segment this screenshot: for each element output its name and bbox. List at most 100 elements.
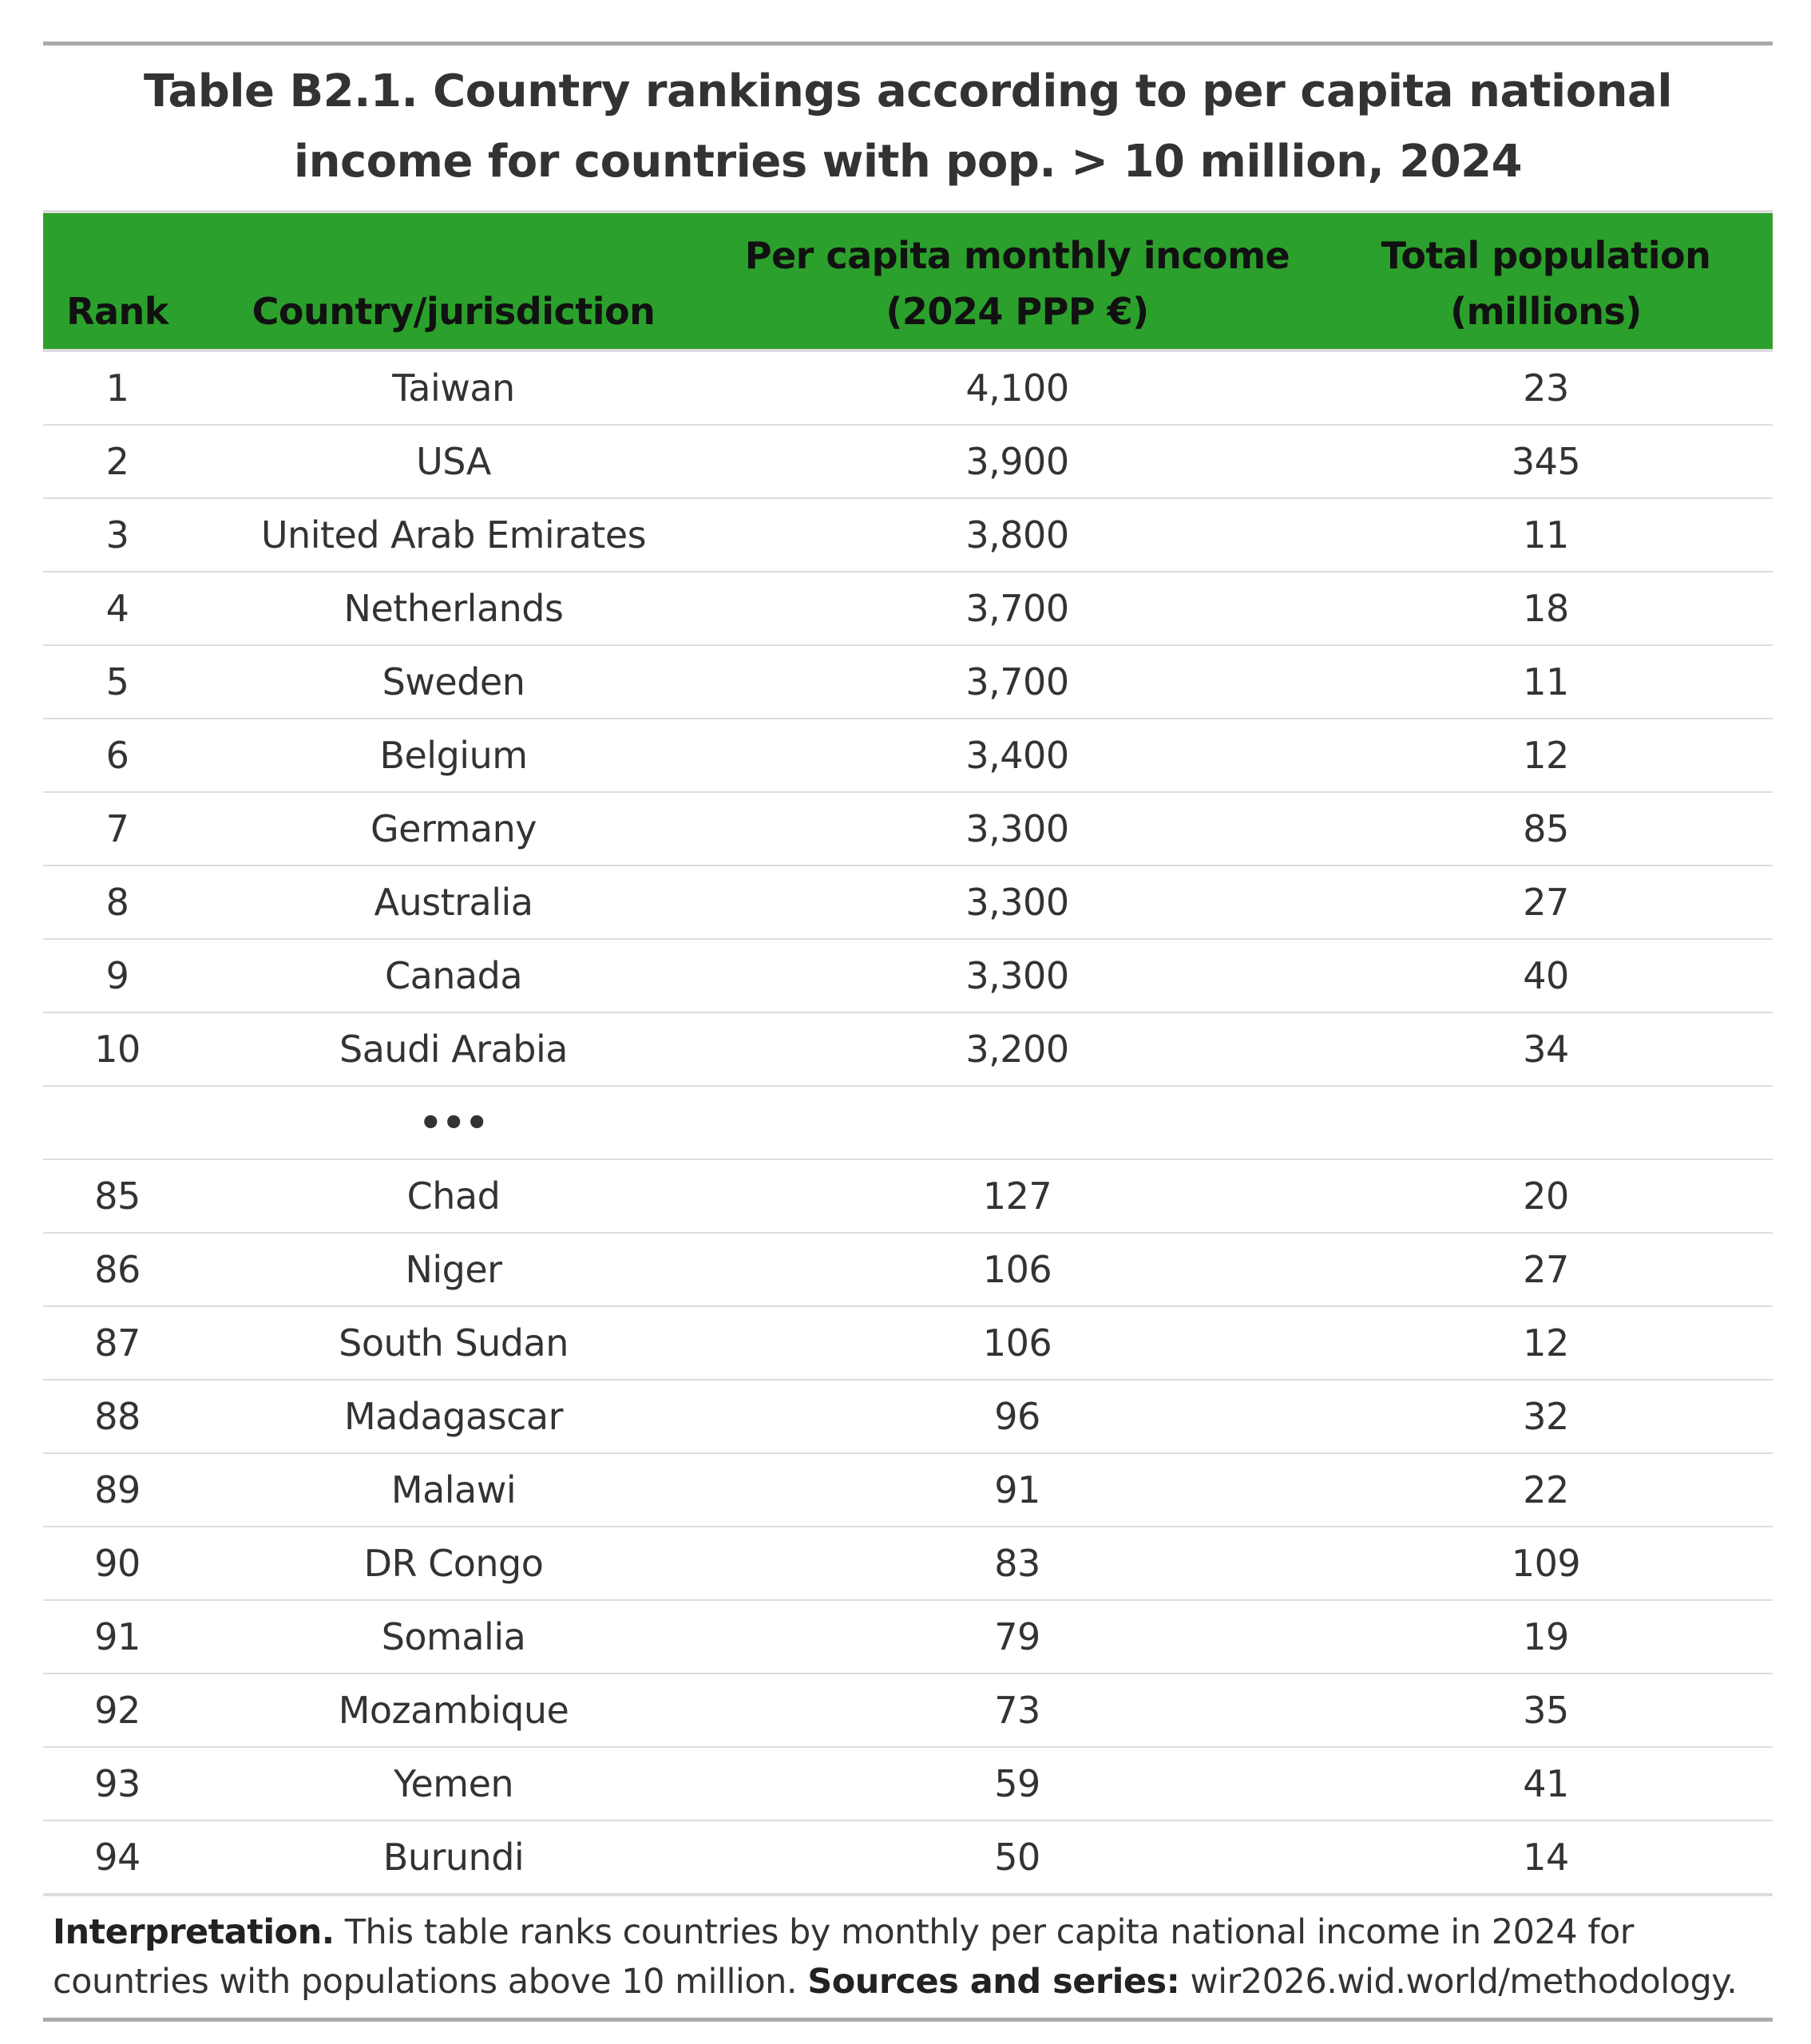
header-population: Total population (millions) bbox=[1319, 212, 1773, 351]
title-line-1: Table B2.1. Country rankings according t… bbox=[143, 65, 1673, 117]
cell-empty bbox=[715, 1086, 1319, 1160]
cell-rank: 88 bbox=[43, 1380, 192, 1454]
cell-rank: 90 bbox=[43, 1527, 192, 1601]
cell-population: 22 bbox=[1319, 1453, 1773, 1527]
cell-empty bbox=[43, 1086, 192, 1160]
cell-rank: 4 bbox=[43, 572, 192, 646]
cell-country: Australia bbox=[192, 866, 715, 940]
cell-income: 73 bbox=[715, 1674, 1319, 1748]
table-row: 3 United Arab Emirates 3,800 11 bbox=[43, 498, 1773, 572]
table-row: 86 Niger 106 27 bbox=[43, 1233, 1773, 1307]
table-row: 94 Burundi 50 14 bbox=[43, 1820, 1773, 1896]
cell-country: Sweden bbox=[192, 645, 715, 719]
cell-population: 18 bbox=[1319, 572, 1773, 646]
cell-country: Saudi Arabia bbox=[192, 1012, 715, 1087]
table-row: 90 DR Congo 83 109 bbox=[43, 1527, 1773, 1601]
cell-income: 59 bbox=[715, 1747, 1319, 1821]
cell-income: 3,300 bbox=[715, 939, 1319, 1013]
title-line-2: income for countries with pop. > 10 mill… bbox=[293, 136, 1523, 188]
table-row: 93 Yemen 59 41 bbox=[43, 1747, 1773, 1821]
bottom-rule bbox=[43, 2018, 1773, 2022]
cell-population: 12 bbox=[1319, 719, 1773, 793]
table-row: 1 Taiwan 4,100 23 bbox=[43, 351, 1773, 426]
header-country: Country/jurisdiction bbox=[252, 290, 656, 333]
table-row: 4 Netherlands 3,700 18 bbox=[43, 572, 1773, 646]
cell-income: 96 bbox=[715, 1380, 1319, 1454]
table-row: 5 Sweden 3,700 11 bbox=[43, 645, 1773, 719]
table-row: 8 Australia 3,300 27 bbox=[43, 866, 1773, 940]
cell-country: Taiwan bbox=[192, 351, 715, 426]
cell-country: Canada bbox=[192, 939, 715, 1013]
table-row: 7 Germany 3,300 85 bbox=[43, 792, 1773, 866]
cell-country: USA bbox=[192, 425, 715, 499]
sources-text: wir2026.wid.world/methodology. bbox=[1179, 1962, 1738, 2002]
cell-country: Mozambique bbox=[192, 1674, 715, 1748]
sources-label: Sources and series: bbox=[807, 1962, 1180, 2002]
cell-country: Yemen bbox=[192, 1747, 715, 1821]
cell-population: 32 bbox=[1319, 1380, 1773, 1454]
ellipsis-row: ••• bbox=[43, 1086, 1773, 1160]
cell-income: 3,200 bbox=[715, 1012, 1319, 1087]
cell-rank: 89 bbox=[43, 1453, 192, 1527]
cell-population: 27 bbox=[1319, 1233, 1773, 1307]
header-income-line-2: (2024 PPP €) bbox=[886, 290, 1149, 333]
cell-rank: 6 bbox=[43, 719, 192, 793]
table-row: 10 Saudi Arabia 3,200 34 bbox=[43, 1012, 1773, 1087]
cell-rank: 1 bbox=[43, 351, 192, 426]
cell-income: 3,800 bbox=[715, 498, 1319, 572]
cell-country: Madagascar bbox=[192, 1380, 715, 1454]
table-row: 6 Belgium 3,400 12 bbox=[43, 719, 1773, 793]
cell-country: United Arab Emirates bbox=[192, 498, 715, 572]
cell-rank: 2 bbox=[43, 425, 192, 499]
table-row: 91 Somalia 79 19 bbox=[43, 1600, 1773, 1674]
interpretation-text: This table ranks countries by monthly pe… bbox=[53, 1912, 1634, 2002]
table-row: 92 Mozambique 73 35 bbox=[43, 1674, 1773, 1748]
header-income-line-1: Per capita monthly income bbox=[744, 234, 1290, 277]
cell-rank: 92 bbox=[43, 1674, 192, 1748]
cell-income: 3,900 bbox=[715, 425, 1319, 499]
cell-population: 27 bbox=[1319, 866, 1773, 940]
header-income: Per capita monthly income (2024 PPP €) bbox=[715, 212, 1319, 351]
table-header: Rank Country/jurisdiction Per capita mon… bbox=[43, 212, 1773, 351]
cell-country: Chad bbox=[192, 1159, 715, 1234]
header-row: Rank Country/jurisdiction Per capita mon… bbox=[43, 212, 1773, 351]
cell-population: 35 bbox=[1319, 1674, 1773, 1748]
cell-country: Netherlands bbox=[192, 572, 715, 646]
interpretation-label: Interpretation. bbox=[53, 1912, 335, 1952]
header-population-line-1: Total population bbox=[1381, 234, 1711, 277]
cell-population: 12 bbox=[1319, 1306, 1773, 1380]
cell-country: Somalia bbox=[192, 1600, 715, 1674]
cell-income: 106 bbox=[715, 1233, 1319, 1307]
table-row: 2 USA 3,900 345 bbox=[43, 425, 1773, 499]
cell-population: 34 bbox=[1319, 1012, 1773, 1087]
cell-income: 3,300 bbox=[715, 866, 1319, 940]
cell-population: 109 bbox=[1319, 1527, 1773, 1601]
cell-rank: 94 bbox=[43, 1820, 192, 1896]
cell-country: Malawi bbox=[192, 1453, 715, 1527]
table-title: Table B2.1. Country rankings according t… bbox=[43, 46, 1773, 210]
cell-population: 85 bbox=[1319, 792, 1773, 866]
cell-rank: 93 bbox=[43, 1747, 192, 1821]
cell-population: 345 bbox=[1319, 425, 1773, 499]
cell-country: Germany bbox=[192, 792, 715, 866]
cell-rank: 9 bbox=[43, 939, 192, 1013]
table-row: 89 Malawi 91 22 bbox=[43, 1453, 1773, 1527]
cell-population: 40 bbox=[1319, 939, 1773, 1013]
footnote: Interpretation. This table ranks countri… bbox=[43, 1896, 1773, 2018]
ellipsis: ••• bbox=[192, 1086, 715, 1160]
cell-country: Belgium bbox=[192, 719, 715, 793]
cell-income: 50 bbox=[715, 1820, 1319, 1896]
table-row: 9 Canada 3,300 40 bbox=[43, 939, 1773, 1013]
cell-population: 14 bbox=[1319, 1820, 1773, 1896]
cell-population: 11 bbox=[1319, 498, 1773, 572]
cell-population: 41 bbox=[1319, 1747, 1773, 1821]
cell-rank: 86 bbox=[43, 1233, 192, 1307]
cell-country: Niger bbox=[192, 1233, 715, 1307]
header-rank: Rank bbox=[66, 290, 168, 333]
cell-income: 106 bbox=[715, 1306, 1319, 1380]
cell-income: 91 bbox=[715, 1453, 1319, 1527]
cell-population: 23 bbox=[1319, 351, 1773, 426]
cell-country: South Sudan bbox=[192, 1306, 715, 1380]
table-row: 88 Madagascar 96 32 bbox=[43, 1380, 1773, 1454]
cell-rank: 85 bbox=[43, 1159, 192, 1234]
